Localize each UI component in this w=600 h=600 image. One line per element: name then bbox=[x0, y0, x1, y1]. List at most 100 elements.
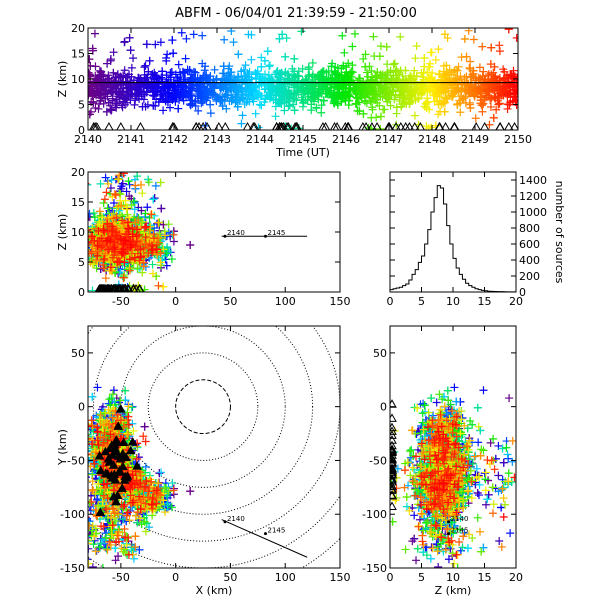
data-point bbox=[88, 241, 89, 243]
data-point bbox=[144, 178, 153, 187]
data-point bbox=[107, 105, 116, 114]
data-point bbox=[145, 56, 154, 65]
data-point bbox=[149, 101, 158, 110]
data-point bbox=[368, 105, 377, 114]
data-point bbox=[122, 205, 131, 214]
data-point bbox=[138, 217, 147, 226]
data-point bbox=[278, 30, 287, 39]
data-point bbox=[157, 204, 166, 213]
ground-marker bbox=[191, 121, 201, 130]
data-point bbox=[376, 42, 385, 51]
y-axis-title: Z (km) bbox=[56, 61, 69, 98]
data-point bbox=[92, 264, 101, 273]
data-point bbox=[479, 99, 488, 108]
data-point bbox=[253, 67, 262, 76]
data-point bbox=[490, 62, 499, 71]
data-point bbox=[489, 113, 498, 122]
data-point bbox=[509, 66, 518, 75]
data-point bbox=[430, 87, 439, 96]
data-point bbox=[420, 53, 429, 62]
x-tick-label: 2146 bbox=[332, 133, 360, 146]
data-point bbox=[412, 72, 421, 81]
data-point bbox=[443, 34, 452, 43]
data-point bbox=[177, 28, 186, 37]
data-point bbox=[125, 33, 134, 42]
data-point bbox=[139, 95, 148, 104]
ground-marker bbox=[372, 121, 382, 130]
x-tick-label: 2145 bbox=[289, 133, 317, 146]
data-point bbox=[158, 67, 167, 76]
data-point bbox=[141, 61, 150, 70]
ground-marker bbox=[198, 121, 208, 130]
data-point bbox=[89, 209, 98, 218]
ground-marker bbox=[332, 121, 342, 130]
data-point bbox=[485, 120, 494, 129]
data-point bbox=[238, 94, 247, 103]
ground-marker bbox=[250, 121, 260, 130]
data-point bbox=[478, 107, 487, 116]
data-point bbox=[239, 65, 248, 74]
data-point bbox=[206, 100, 215, 109]
data-point bbox=[492, 105, 501, 114]
data-point bbox=[178, 67, 187, 76]
data-point bbox=[453, 74, 462, 83]
data-point bbox=[483, 71, 492, 80]
data-point bbox=[158, 75, 167, 84]
data-point bbox=[512, 86, 518, 95]
data-point bbox=[309, 97, 318, 106]
ground-marker bbox=[329, 121, 340, 130]
ground-marker bbox=[291, 121, 301, 130]
data-point bbox=[290, 54, 299, 63]
data-point bbox=[437, 93, 446, 102]
data-point bbox=[109, 68, 118, 77]
ground-marker bbox=[340, 121, 350, 130]
data-point bbox=[389, 60, 398, 69]
data-point bbox=[469, 66, 478, 75]
data-point bbox=[280, 106, 289, 115]
ground-marker bbox=[435, 121, 445, 130]
x-tick-label: 2140 bbox=[74, 133, 102, 146]
data-point bbox=[479, 67, 488, 76]
data-point bbox=[240, 100, 249, 109]
data-point bbox=[186, 101, 195, 110]
data-point bbox=[471, 114, 480, 123]
data-point bbox=[453, 66, 462, 75]
data-point bbox=[245, 67, 254, 76]
data-point bbox=[168, 36, 177, 45]
data-point bbox=[156, 258, 165, 267]
data-point bbox=[163, 50, 172, 59]
data-point bbox=[234, 73, 243, 82]
data-point bbox=[487, 70, 496, 79]
data-point bbox=[251, 109, 260, 118]
data-point bbox=[257, 62, 266, 71]
data-point bbox=[151, 181, 160, 190]
ground-marker bbox=[90, 121, 100, 130]
data-point bbox=[292, 90, 301, 99]
data-point bbox=[372, 113, 381, 122]
data-point bbox=[348, 68, 357, 77]
data-point bbox=[271, 112, 280, 121]
data-point bbox=[206, 109, 215, 118]
data-point bbox=[247, 55, 256, 64]
data-point bbox=[191, 68, 200, 77]
data-point bbox=[344, 96, 353, 105]
ground-marker bbox=[343, 121, 354, 130]
data-point bbox=[442, 61, 451, 70]
data-point bbox=[115, 189, 124, 198]
data-point bbox=[80, 239, 88, 247]
x-tick-label: 2148 bbox=[418, 133, 446, 146]
data-point bbox=[210, 65, 219, 74]
data-point bbox=[264, 70, 273, 79]
data-point bbox=[392, 103, 401, 112]
data-point bbox=[129, 197, 138, 206]
data-point bbox=[260, 56, 269, 65]
data-point bbox=[275, 34, 284, 43]
data-point bbox=[181, 79, 190, 88]
data-point bbox=[143, 203, 152, 212]
data-point bbox=[338, 31, 347, 40]
data-point bbox=[162, 56, 171, 65]
ground-marker bbox=[367, 121, 377, 130]
data-point bbox=[392, 120, 401, 129]
chart-panels: 2140 2141 2142 2143 2144 2145 2146 2147 2148 2149… bbox=[56, 22, 566, 597]
ground-marker bbox=[89, 121, 99, 130]
